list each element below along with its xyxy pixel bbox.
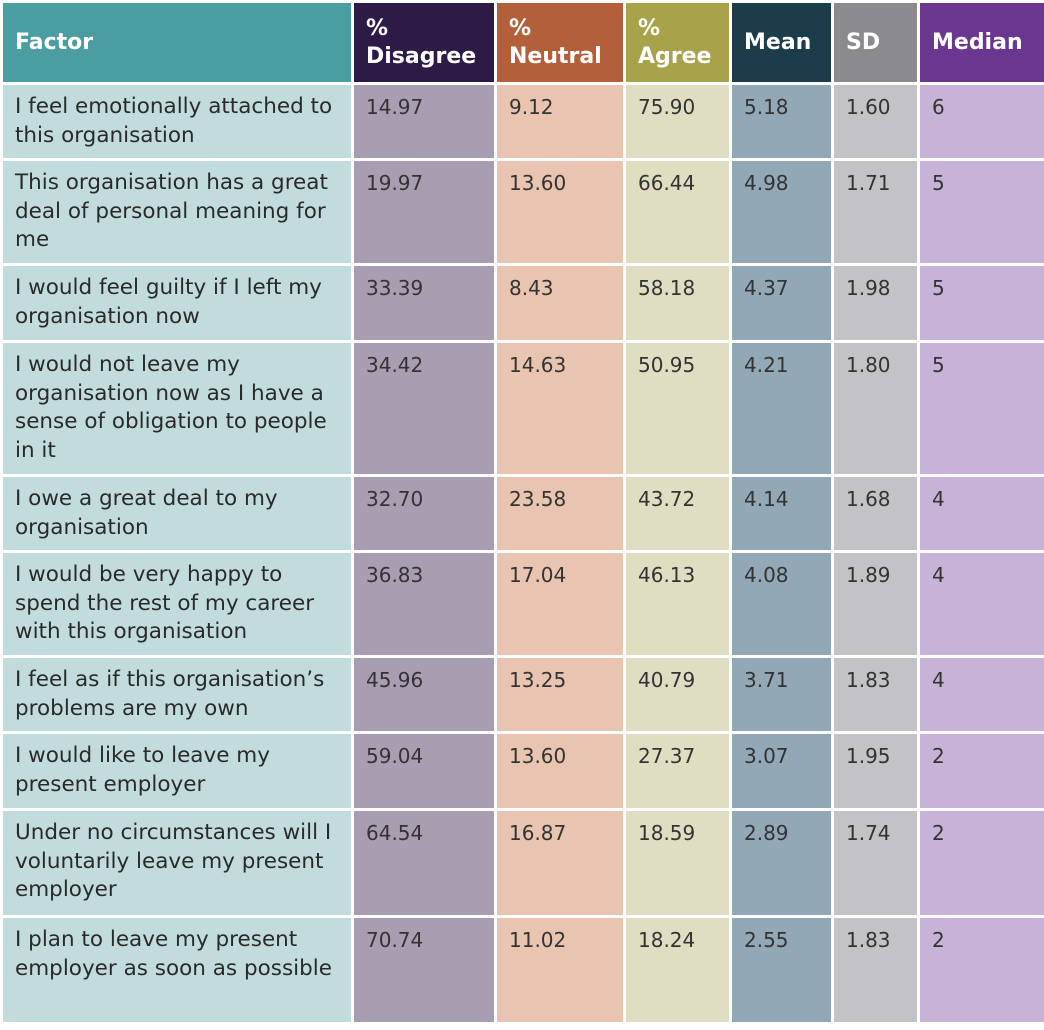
value-cell: 2	[917, 915, 1044, 1025]
column-header: SD	[831, 0, 920, 85]
table-row: I plan to leave my present employer as s…	[0, 915, 1044, 1025]
value-cell: 33.39	[351, 263, 497, 343]
value-cell: 1.74	[831, 808, 920, 918]
header-row: Factor% Disagree% Neutral% Agree Mean SD Me…	[0, 0, 1044, 85]
value-cell: 3.07	[729, 731, 834, 811]
column-header: Mean	[729, 0, 834, 85]
value-cell: 1.89	[831, 550, 920, 658]
value-cell: 16.87	[494, 808, 626, 918]
value-cell: 1.83	[831, 655, 920, 734]
value-cell: 5	[917, 263, 1044, 343]
table-body: I feel emotionally attached to this orga…	[0, 82, 1044, 1025]
factor-cell: I feel emotionally attached to this orga…	[0, 82, 354, 161]
table-row: I would feel guilty if I left my organis…	[0, 263, 1044, 343]
factor-cell: I feel as if this organisation’s problem…	[0, 655, 354, 734]
column-header: % Agree	[623, 0, 732, 85]
value-cell: 75.90	[623, 82, 732, 161]
value-cell: 66.44	[623, 158, 732, 266]
value-cell: 70.74	[351, 915, 497, 1025]
column-header: % Neutral	[494, 0, 626, 85]
table-row: Under no circumstances will I voluntaril…	[0, 808, 1044, 918]
column-header: Median	[917, 0, 1044, 85]
value-cell: 4	[917, 655, 1044, 734]
value-cell: 18.24	[623, 915, 732, 1025]
factor-cell: I would feel guilty if I left my organis…	[0, 263, 354, 343]
value-cell: 13.25	[494, 655, 626, 734]
factor-cell: I owe a great deal to my organisation	[0, 474, 354, 553]
table-row: This organisation has a great deal of pe…	[0, 158, 1044, 266]
value-cell: 4.08	[729, 550, 834, 658]
table-row: I would like to leave my present employe…	[0, 731, 1044, 811]
value-cell: 4	[917, 550, 1044, 658]
value-cell: 1.71	[831, 158, 920, 266]
table-row: I owe a great deal to my organisation 32.…	[0, 474, 1044, 553]
table-row: I feel as if this organisation’s problem…	[0, 655, 1044, 734]
value-cell: 50.95	[623, 340, 732, 477]
value-cell: 17.04	[494, 550, 626, 658]
value-cell: 4.37	[729, 263, 834, 343]
value-cell: 2.55	[729, 915, 834, 1025]
table-row: I would not leave my organisation now as…	[0, 340, 1044, 477]
value-cell: 1.98	[831, 263, 920, 343]
value-cell: 23.58	[494, 474, 626, 553]
table-row: I would be very happy to spend the rest …	[0, 550, 1044, 658]
value-cell: 5.18	[729, 82, 834, 161]
value-cell: 2	[917, 731, 1044, 811]
value-cell: 2	[917, 808, 1044, 918]
factor-cell: I would like to leave my present employe…	[0, 731, 354, 811]
value-cell: 4	[917, 474, 1044, 553]
value-cell: 6	[917, 82, 1044, 161]
value-cell: 4.14	[729, 474, 834, 553]
value-cell: 13.60	[494, 158, 626, 266]
value-cell: 4.21	[729, 340, 834, 477]
value-cell: 5	[917, 340, 1044, 477]
value-cell: 18.59	[623, 808, 732, 918]
value-cell: 8.43	[494, 263, 626, 343]
factor-cell: I would be very happy to spend the rest …	[0, 550, 354, 658]
factor-cell: Under no circumstances will I voluntaril…	[0, 808, 354, 918]
value-cell: 3.71	[729, 655, 834, 734]
value-cell: 46.13	[623, 550, 732, 658]
value-cell: 1.83	[831, 915, 920, 1025]
factor-cell: This organisation has a great deal of pe…	[0, 158, 354, 266]
value-cell: 4.98	[729, 158, 834, 266]
value-cell: 9.12	[494, 82, 626, 161]
value-cell: 64.54	[351, 808, 497, 918]
value-cell: 45.96	[351, 655, 497, 734]
value-cell: 27.37	[623, 731, 732, 811]
value-cell: 14.97	[351, 82, 497, 161]
value-cell: 1.60	[831, 82, 920, 161]
value-cell: 1.95	[831, 731, 920, 811]
column-header: % Disagree	[351, 0, 497, 85]
value-cell: 1.80	[831, 340, 920, 477]
value-cell: 13.60	[494, 731, 626, 811]
value-cell: 58.18	[623, 263, 732, 343]
factor-cell: I would not leave my organisation now as…	[0, 340, 354, 477]
value-cell: 11.02	[494, 915, 626, 1025]
value-cell: 14.63	[494, 340, 626, 477]
value-cell: 19.97	[351, 158, 497, 266]
value-cell: 59.04	[351, 731, 497, 811]
value-cell: 2.89	[729, 808, 834, 918]
value-cell: 40.79	[623, 655, 732, 734]
factor-cell: I plan to leave my present employer as s…	[0, 915, 354, 1025]
column-header: Factor	[0, 0, 354, 85]
table-row: I feel emotionally attached to this orga…	[0, 82, 1044, 161]
value-cell: 1.68	[831, 474, 920, 553]
value-cell: 32.70	[351, 474, 497, 553]
value-cell: 5	[917, 158, 1044, 266]
value-cell: 34.42	[351, 340, 497, 477]
value-cell: 43.72	[623, 474, 732, 553]
value-cell: 36.83	[351, 550, 497, 658]
